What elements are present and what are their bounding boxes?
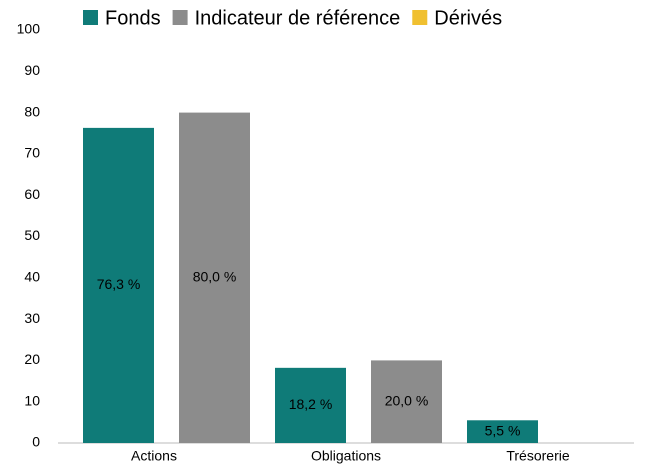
y-tick-label: 60 (24, 186, 40, 202)
bar (275, 367, 346, 443)
y-tick-label: 0 (32, 434, 40, 450)
y-tick-label: 70 (24, 145, 40, 161)
x-tick-label: Actions (131, 448, 177, 464)
bar (179, 112, 250, 443)
legend-swatch (83, 10, 98, 25)
value-label: 20,0 % (385, 392, 429, 408)
value-label: 80,0 % (193, 269, 237, 285)
x-tick-label: Trésorerie (506, 448, 569, 464)
legend-swatch (412, 10, 428, 25)
y-tick-label: 50 (24, 227, 40, 243)
value-label: 18,2 % (289, 396, 333, 412)
x-tick-label: Obligations (311, 448, 381, 464)
y-tick-label: 30 (24, 310, 40, 326)
value-label: 76,3 % (97, 276, 141, 292)
bar (371, 360, 442, 443)
legend-label: Dérivés (434, 7, 502, 29)
y-tick-label: 80 (24, 103, 40, 119)
y-tick-label: 90 (24, 62, 40, 78)
bar (467, 420, 538, 443)
y-tick-label: 40 (24, 269, 40, 285)
bar (83, 127, 154, 444)
legend-swatch (172, 10, 188, 25)
y-tick-label: 20 (24, 351, 40, 367)
legend-label: Fonds (105, 7, 161, 29)
y-tick-label: 100 (17, 21, 41, 37)
legend-label: Indicateur de référence (195, 7, 401, 29)
value-label: 5,5 % (485, 422, 521, 438)
y-tick-label: 10 (24, 392, 40, 408)
